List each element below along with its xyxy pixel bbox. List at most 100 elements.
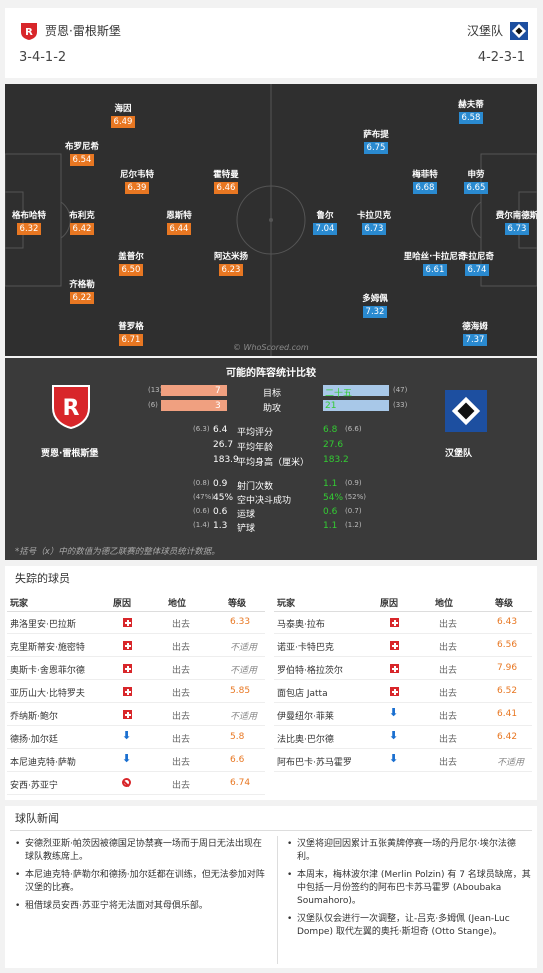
player-name: 费尔南德斯	[495, 211, 537, 221]
missing-player-name[interactable]: 马泰奥·拉布	[277, 620, 325, 630]
player-rating: 6.42	[69, 223, 95, 235]
down-arrow-icon: ⬇	[389, 706, 399, 719]
home-player[interactable]: 格布哈特 6.32	[5, 209, 64, 235]
comparison-note: *括号（x）中的数值为德乙联赛的整体球员统计数据。	[15, 547, 220, 557]
home-player[interactable]: 海因 6.49	[88, 102, 158, 128]
away-player[interactable]: 卡拉贝克 6.73	[339, 209, 409, 235]
away-player[interactable]: 里哈丝·卡拉尼奇 6.61	[400, 250, 470, 276]
missing-status: 出去	[172, 666, 191, 676]
missing-player-name[interactable]: 乔纳斯·鲍尔	[10, 712, 58, 722]
home-player[interactable]: 尼尔韦特 6.39	[102, 168, 172, 194]
divider	[7, 748, 265, 749]
divider	[277, 836, 278, 964]
missing-rating: 不适用	[230, 666, 258, 676]
away-player[interactable]: 多姆佩 7.32	[340, 292, 410, 318]
divider	[7, 679, 265, 680]
away-news-list: 汉堡将迎回因累计五张黄牌停赛一场的丹尼尔·埃尔法德利。本周末，梅林波尔津 (Me…	[287, 838, 532, 944]
injury-icon	[123, 710, 132, 719]
assists-away-value: 21	[325, 401, 337, 411]
suspension-icon	[122, 778, 131, 787]
stat-home-value: 26.7	[213, 440, 234, 450]
missing-rating: 6.41	[497, 709, 518, 719]
missing-rating: 6.56	[497, 640, 518, 650]
away-player[interactable]: 费尔南德斯 6.73	[482, 209, 537, 235]
assists-label: 助攻	[263, 404, 282, 414]
comparison-away-name: 汉堡队	[445, 449, 473, 459]
watermark: © WhoScored.com	[233, 343, 309, 352]
missing-status: 出去	[172, 735, 191, 745]
stat-home-total: (0.8)	[193, 479, 210, 487]
away-player[interactable]: 鲁尔 7.04	[290, 209, 360, 235]
away-player[interactable]: 梅菲特 6.68	[390, 168, 460, 194]
missing-status: 出去	[439, 666, 458, 676]
missing-rating: 5.85	[230, 686, 251, 696]
missing-player-name[interactable]: 安西·苏亚宁	[10, 781, 58, 791]
divider	[274, 702, 532, 703]
away-team-name[interactable]: 汉堡队	[466, 24, 503, 38]
home-player[interactable]: 盖普尔 6.50	[96, 250, 166, 276]
goals-away-value: 二十五	[325, 389, 353, 399]
away-formation: 4-2-3-1	[477, 50, 525, 65]
player-name: 卡拉尼奇	[459, 252, 494, 262]
divider	[7, 771, 265, 772]
divider	[274, 748, 532, 749]
missing-player-name[interactable]: 本尼迪克特·萨勒	[10, 758, 76, 768]
stat-home-total: (47%)	[193, 493, 215, 501]
missing-status: 出去	[439, 758, 458, 768]
player-rating: 6.23	[218, 264, 244, 276]
away-player[interactable]: 申劳 6.65	[441, 168, 511, 194]
goals-home-value: 7	[215, 386, 221, 396]
down-arrow-icon: ⬇	[122, 729, 132, 742]
away-player[interactable]: 赫夫蒂 6.58	[436, 98, 506, 124]
goals-away-bar	[323, 385, 389, 396]
stat-home-value: 6.4	[213, 425, 228, 435]
stat-away-value: 0.6	[323, 507, 338, 517]
team-news-section: 球队新闻 安德烈亚斯·帕茨因被德国足协禁赛一场而于周日无法出现在球队教练席上。本…	[5, 806, 537, 968]
home-player[interactable]: 普罗格 6.71	[96, 320, 166, 346]
away-player[interactable]: 卡拉尼奇 6.74	[442, 250, 512, 276]
missing-player-name[interactable]: 阿布巴卡·苏马霍罗	[277, 758, 352, 768]
missing-player-name[interactable]: 罗伯特·格拉茨尔	[277, 666, 343, 676]
home-player[interactable]: 布罗尼希 6.54	[47, 140, 117, 166]
down-arrow-icon: ⬇	[122, 752, 132, 765]
column-header: 原因	[113, 599, 132, 609]
news-item: 汉堡队仅会进行一次调整，让-吕克·多姆佩 (Jean-Luc Dompe) 取代…	[287, 913, 532, 939]
assists-away-total: (33)	[393, 401, 408, 409]
player-rating: 6.75	[363, 142, 389, 154]
home-player[interactable]: 齐格勒 6.22	[47, 278, 117, 304]
missing-player-name[interactable]: 伊曼纽尔·菲莱	[277, 712, 334, 722]
stat-home-total: (0.6)	[193, 507, 210, 515]
player-rating: 7.37	[462, 334, 488, 346]
away-player[interactable]: 萨布提 6.75	[341, 128, 411, 154]
column-header: 玩家	[10, 599, 29, 609]
news-item: 安德烈亚斯·帕茨因被德国足协禁赛一场而于周日无法出现在球队教练席上。	[15, 838, 270, 864]
missing-player-name[interactable]: 克里斯蒂安·施密特	[10, 643, 85, 653]
player-name: 阿达米扬	[213, 252, 248, 262]
stat-away-value: 1.1	[323, 479, 338, 489]
player-rating: 6.46	[213, 182, 239, 194]
column-header: 等级	[495, 599, 514, 609]
comparison-title: 可能的阵容统计比较	[226, 368, 316, 379]
home-player[interactable]: 阿达米扬 6.23	[196, 250, 266, 276]
home-player[interactable]: 布利克 6.42	[47, 209, 117, 235]
home-player[interactable]: 恩斯特 6.44	[144, 209, 214, 235]
missing-player-name[interactable]: 弗洛里安·巴拉斯	[10, 620, 76, 630]
player-rating: 7.32	[362, 306, 388, 318]
player-rating: 6.39	[124, 182, 150, 194]
missing-player-name[interactable]: 面包店 Jatta	[277, 689, 328, 699]
goals-label: 目标	[263, 389, 282, 399]
down-arrow-icon: ⬇	[389, 752, 399, 765]
home-team-name[interactable]: 贾恩·雷根斯堡	[45, 24, 121, 38]
missing-player-name[interactable]: 亚历山大·比特罗夫	[10, 689, 85, 699]
home-player[interactable]: 霍特曼 6.46	[191, 168, 261, 194]
stat-away-value: 6.8	[323, 425, 338, 435]
player-rating: 6.61	[422, 264, 448, 276]
away-player[interactable]: 德海姆 7.37	[440, 320, 510, 346]
missing-player-name[interactable]: 诺亚·卡特巴克	[277, 643, 334, 653]
player-rating: 7.04	[312, 223, 338, 235]
missing-player-name[interactable]: 德扬·加尔廷	[10, 735, 58, 745]
missing-player-name[interactable]: 奥斯卡·舍恩菲尔德	[10, 666, 85, 676]
missing-player-name[interactable]: 法比奥·巴尔德	[277, 735, 334, 745]
stat-label: 射门次数	[237, 482, 274, 492]
goals-home-total: (13)	[148, 386, 163, 394]
